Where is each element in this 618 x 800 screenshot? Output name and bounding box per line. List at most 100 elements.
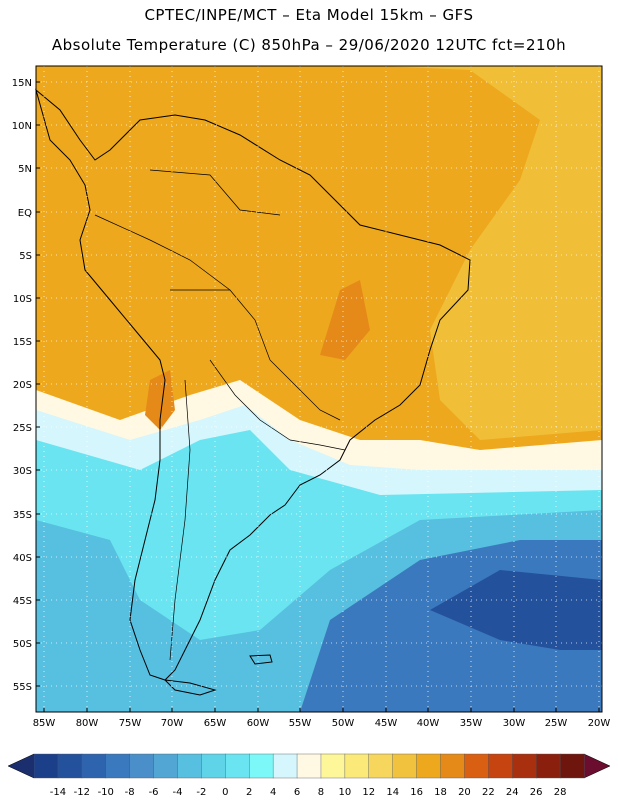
lon-label-35w: 35W [460, 718, 483, 729]
lon-label-85w: 85W [33, 718, 56, 729]
colorbar-swatch [129, 753, 155, 779]
south-america-outline [35, 88, 471, 681]
border-segment [269, 359, 341, 421]
colorbar-swatch [392, 753, 418, 779]
colorbar-tick-label: 24 [506, 787, 519, 798]
colorbar-tick-label: 0 [222, 787, 228, 798]
lon-label-70w: 70W [161, 718, 184, 729]
map-title-line-2: Absolute Temperature (C) 850hPa – 29/06/… [51, 36, 567, 54]
colorbar-tick-label: 14 [386, 787, 399, 798]
lon-label-20w: 20W [588, 718, 611, 729]
lat-label-10s: 10S [13, 294, 32, 305]
colorbar: -14 -12 -10 -8 -6 -4 -2 0 2 4 6 8 10 12 14 16 18 20 22 24 26… [7, 753, 611, 798]
latitude-axis: 15N 10N 5N EQ 5S 10S 15S 20S 25S 30S 35S… [12, 78, 40, 693]
colorbar-swatch [33, 753, 59, 779]
lat-label-35s: 35S [13, 510, 32, 521]
lat-label-20s: 20S [13, 380, 32, 391]
lat-label-15n: 15N [12, 78, 32, 89]
lat-ticks [36, 81, 40, 687]
lat-label-5s: 5S [19, 251, 32, 262]
lon-ticks [43, 708, 600, 712]
lon-label-55w: 55W [289, 718, 312, 729]
colorbar-swatch [440, 753, 465, 779]
lon-label-45w: 45W [375, 718, 398, 729]
country-borders [94, 169, 346, 661]
lon-label-65w: 65W [204, 718, 227, 729]
map-title-line-1: CPTEC/INPE/MCT – Eta Model 15km – GFS [144, 6, 474, 24]
colorbar-tick-label: 26 [530, 787, 543, 798]
colorbar-tick-label: -8 [125, 787, 135, 798]
colorbar-swatch [105, 753, 131, 779]
colorbar-swatch [368, 753, 394, 779]
temperature-field [36, 66, 602, 712]
field-yellow-atlantic [380, 66, 602, 440]
colorbar-swatch [488, 753, 513, 779]
lat-label-10n: 10N [12, 121, 32, 132]
colorbar-swatch [559, 753, 585, 779]
lon-label-80w: 80W [76, 718, 99, 729]
colorbar-tick-label: -6 [149, 787, 159, 798]
colorbar-swatch [416, 753, 442, 779]
lon-label-50w: 50W [332, 718, 355, 729]
colorbar-tick-label: 2 [246, 787, 252, 798]
lon-label-75w: 75W [119, 718, 142, 729]
colorbar-tick-label: -4 [172, 787, 182, 798]
colorbar-swatch [153, 753, 178, 779]
colorbar-tick-label: -12 [74, 787, 90, 798]
lat-label-40s: 40S [13, 553, 32, 564]
colorbar-tick-label: 8 [318, 787, 324, 798]
colorbar-tick-label: -14 [50, 787, 66, 798]
lat-label-30s: 30S [13, 466, 32, 477]
lon-label-30w: 30W [503, 718, 526, 729]
border-segment [209, 359, 291, 441]
colorbar-swatch [225, 753, 250, 779]
colorbar-tick-label: 10 [339, 787, 352, 798]
lat-label-15s: 15S [13, 337, 32, 348]
colorbar-swatch [81, 753, 107, 779]
colorbar-tick-label: 20 [458, 787, 471, 798]
lat-label-50s: 50S [13, 639, 32, 650]
border-chile-argentina [169, 379, 191, 661]
colorbar-swatch [535, 753, 561, 779]
border-segment [94, 214, 231, 291]
colorbar-swatch [57, 753, 83, 779]
falklands-outline [249, 654, 273, 665]
colorbar-swatch [249, 753, 274, 779]
colorbar-swatch [177, 753, 202, 779]
lat-label-45s: 45S [13, 596, 32, 607]
colorbar-tick-label: 22 [482, 787, 495, 798]
colorbar-tick-label: -10 [98, 787, 114, 798]
border-segment [149, 169, 281, 216]
colorbar-swatch [344, 753, 370, 779]
lon-label-60w: 60W [247, 718, 270, 729]
colorbar-swatch [320, 753, 346, 779]
colorbar-swatch [272, 753, 298, 779]
field-hot-andes-spot [145, 370, 175, 430]
colorbar-tick-label: -2 [196, 787, 206, 798]
coastlines [35, 88, 471, 696]
lon-label-25w: 25W [545, 718, 568, 729]
colorbar-swatches [33, 753, 585, 779]
lat-label-55s: 55S [13, 682, 32, 693]
lon-label-40w: 40W [417, 718, 440, 729]
border-segment [170, 289, 271, 361]
lat-label-25s: 25S [13, 423, 32, 434]
colorbar-tick-label: 6 [294, 787, 300, 798]
colorbar-high-arrow [583, 753, 611, 779]
lat-label-eq: EQ [18, 208, 32, 219]
colorbar-swatch [464, 753, 489, 779]
colorbar-tick-labels: -14 -12 -10 -8 -6 -4 -2 0 2 4 6 8 10 12 14 16 18 20 22 24 26… [50, 787, 567, 798]
colorbar-tick-label: 28 [554, 787, 567, 798]
colorbar-tick-label: 16 [410, 787, 423, 798]
lat-label-5n: 5N [18, 164, 32, 175]
colorbar-low-arrow [7, 753, 35, 779]
colorbar-swatch [512, 753, 537, 779]
colorbar-swatch [296, 753, 322, 779]
colorbar-tick-label: 12 [362, 787, 375, 798]
field-hot-brazil-spot [320, 280, 370, 360]
colorbar-tick-label: 18 [434, 787, 447, 798]
tierra-del-fuego-outline [163, 679, 217, 696]
colorbar-swatch [201, 753, 226, 779]
colorbar-tick-label: 4 [270, 787, 276, 798]
